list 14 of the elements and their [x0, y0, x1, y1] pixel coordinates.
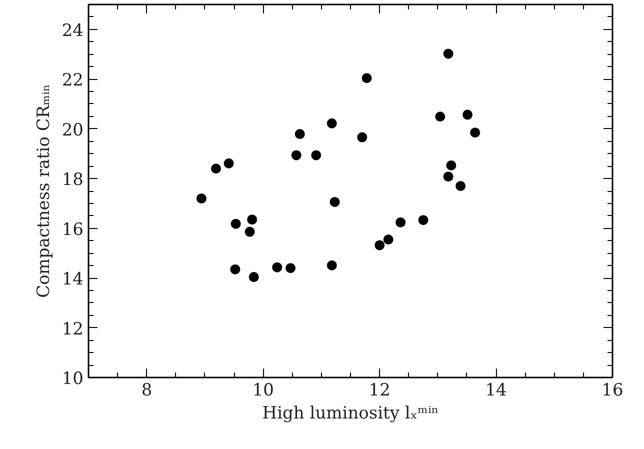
y-tick-label: 24 [62, 20, 84, 41]
y-tick-label: 22 [62, 70, 84, 91]
y-tick-label: 14 [62, 270, 84, 290]
x-axis-title: High luminosity lₓᵐⁱⁿ [262, 404, 439, 424]
y-tick-label: 16 [62, 220, 84, 240]
y-tick-label: 12 [62, 319, 84, 340]
y-axis-title: Compactness ratio CRₘᵢₙ [34, 84, 54, 298]
x-tick-label: 16 [602, 380, 624, 400]
x-tick-label: 10 [252, 380, 274, 400]
x-tick-label: 8 [141, 380, 152, 400]
x-tick-label: 12 [368, 380, 390, 400]
y-tick-label: 18 [62, 170, 84, 190]
y-tick-label: 20 [62, 120, 84, 140]
x-tick-label: 14 [485, 380, 507, 400]
